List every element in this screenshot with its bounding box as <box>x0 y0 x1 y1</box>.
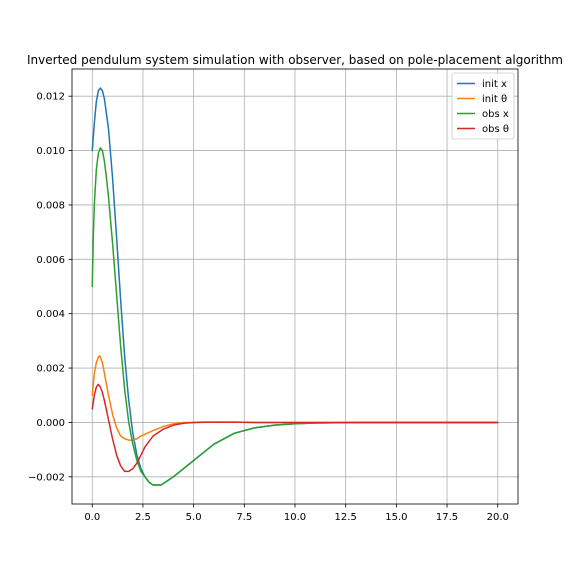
y-tick-label: 0.008 <box>36 200 65 211</box>
x-tick-label: 12.5 <box>335 512 357 523</box>
y-tick-label: 0.000 <box>36 418 65 429</box>
legend-label-obs-x: obs x <box>482 109 509 120</box>
x-tick-label: 10.0 <box>284 512 306 523</box>
x-tick-label: 17.5 <box>436 512 458 523</box>
legend: init x init θ obs x obs θ <box>451 72 515 140</box>
legend-label-obs-theta: obs θ <box>482 124 509 135</box>
legend-box <box>451 72 515 140</box>
y-tick-label: 0.010 <box>36 146 65 157</box>
x-tick-label: 7.5 <box>236 512 252 523</box>
legend-label-init-x: init x <box>482 79 507 90</box>
axis-ticks: 0.0 2.5 5.0 7.5 10.0 12.5 15.0 17.5 20.0 −0.002 0.… <box>28 92 509 523</box>
x-tick-label: 15.0 <box>385 512 407 523</box>
y-tick-label: −0.002 <box>28 472 65 483</box>
legend-label-init-theta: init θ <box>482 94 507 105</box>
y-tick-label: 0.002 <box>36 364 65 375</box>
series-line-obs-theta <box>91 383 499 473</box>
y-tick-label: 0.006 <box>36 255 65 266</box>
x-tick-label: 2.5 <box>135 512 151 523</box>
series-line-obs-x <box>91 147 499 486</box>
x-tick-label: 20.0 <box>487 512 509 523</box>
plot-series <box>91 87 499 486</box>
x-tick-label: 0.0 <box>84 512 100 523</box>
y-tick-label: 0.012 <box>36 92 65 103</box>
x-tick-label: 5.0 <box>186 512 202 523</box>
y-tick-label: 0.004 <box>36 309 65 320</box>
chart-title: Inverted pendulum system simulation with… <box>27 53 563 67</box>
